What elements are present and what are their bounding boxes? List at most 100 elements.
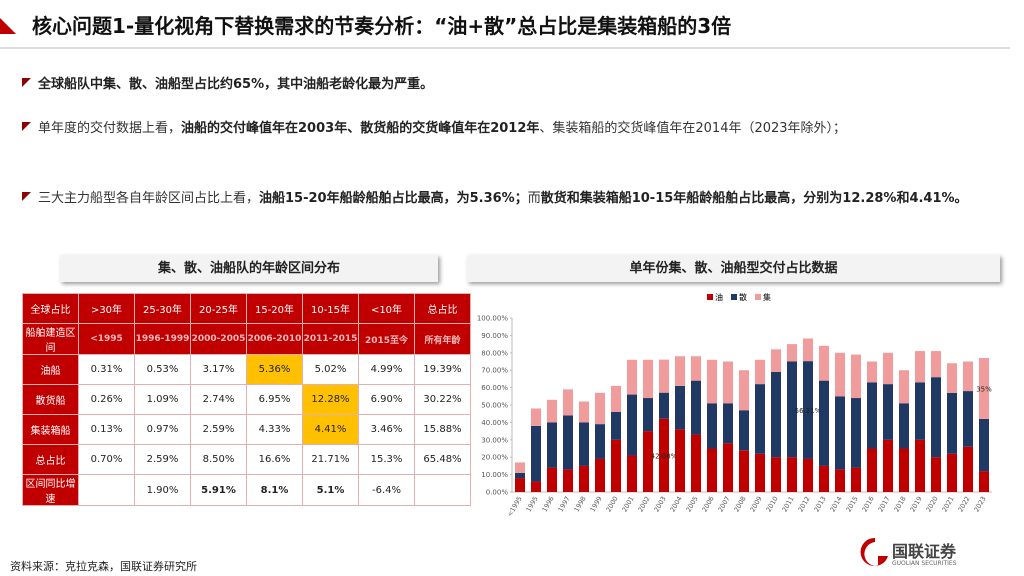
bar-segment (803, 338, 813, 362)
bar-segment (595, 458, 605, 492)
table-title: 集、散、油船队的年龄区间分布 (60, 255, 438, 282)
x-tick-label: 2011 (781, 495, 796, 513)
bar-segment (723, 403, 733, 444)
header-cell: 10-15年 (302, 293, 359, 324)
header-cell: >30年 (78, 293, 135, 324)
table: 全球占比 >30年 25-30年 20-25年 15-20年 10-15年 <10年 总占比船… (22, 293, 471, 506)
bullet-text: 油船15-20年船龄船舶占比最高，为5.36%； (259, 191, 528, 206)
bar-segment (595, 424, 605, 459)
bar-segment (611, 411, 621, 440)
bar-segment (771, 349, 781, 372)
table-cell: 12.28% (302, 384, 359, 415)
bar-segment (643, 431, 653, 492)
bar-segment (531, 408, 541, 426)
bar-segment (979, 471, 989, 492)
bar-segment (547, 422, 557, 468)
x-tick-label: 2004 (669, 495, 684, 513)
bar-segment (515, 472, 525, 479)
table-cell: 2.74% (190, 384, 247, 415)
header-cell: 25-30年 (134, 293, 191, 324)
x-tick-label: 1996 (541, 495, 556, 513)
subheader-cell: 2006-2010 (246, 323, 303, 355)
bar-segment (867, 448, 877, 492)
bar-segment (659, 418, 669, 492)
bar-segment (723, 361, 733, 404)
bar-segment (563, 389, 573, 416)
bar-segment (547, 399, 557, 423)
y-tick-label: 60.00% (481, 384, 508, 392)
bar-segment (627, 394, 637, 456)
y-tick-label: 90.00% (481, 332, 508, 340)
x-tick-label: 2020 (925, 495, 940, 513)
bar-segment (579, 401, 589, 423)
bar-segment (947, 392, 957, 454)
bar-segment (851, 398, 861, 468)
table-cell: 8.1% (246, 474, 303, 506)
row-label: 总占比 (22, 444, 79, 475)
bar-segment (787, 361, 797, 458)
bar-segment (547, 467, 557, 492)
bar-segment (899, 370, 909, 404)
y-tick-label: 100.00% (477, 315, 508, 323)
y-tick-label: 20.00% (481, 454, 508, 462)
bar-segment (611, 439, 621, 492)
table-cell: -6.4% (358, 474, 415, 506)
bar-segment (643, 359, 653, 399)
table-cell (78, 474, 135, 506)
bar-segment (707, 359, 717, 404)
bar-segment (979, 358, 989, 419)
table-cell: 16.6% (246, 444, 303, 475)
x-tick-label: 2019 (909, 495, 924, 513)
table-cell: 1.09% (134, 384, 191, 415)
bar-segment (755, 359, 765, 385)
table-cell: 0.70% (78, 444, 135, 475)
x-tick-label: 2013 (813, 495, 828, 513)
bar-segment (931, 377, 941, 458)
table-cell: 0.26% (78, 384, 135, 415)
table-cell: 5.91% (190, 474, 247, 506)
legend-swatch (755, 294, 761, 300)
bullet-text: 单年度的交付数据上看， (38, 121, 182, 136)
bar-segment (803, 458, 813, 492)
bullet-text: 散货和集装箱船10-15年船龄船舶占比最高，分别为12.28%和4.41%。 (540, 191, 968, 206)
bar-segment (675, 385, 685, 430)
logo-sub: GUOLIAN SECURITIES (892, 560, 957, 567)
table-cell: 0.31% (78, 354, 135, 385)
bar-segment (835, 469, 845, 492)
bar-segment (899, 448, 909, 492)
table-row: 总占比 0.70% 2.59% 8.50% 16.6% 21.71% 15.3% 65.48% (22, 444, 471, 475)
table-cell: 3.17% (190, 354, 247, 385)
table-row: 油船 0.31% 0.53% 3.17% 5.36% 5.02% 4.99% 19.39% (22, 354, 471, 385)
row-label: 区间同比增速 (22, 474, 79, 506)
x-tick-label: 1997 (557, 495, 572, 513)
y-tick-label: 40.00% (481, 419, 508, 427)
x-tick-label: 2009 (749, 495, 764, 513)
bar-segment (627, 359, 637, 395)
header-row: 全球占比 >30年 25-30年 20-25年 15-20年 10-15年 <10年 总占比 (22, 293, 471, 324)
bar-segment (915, 351, 925, 383)
table-cell: 0.13% (78, 414, 135, 445)
bar-segment (643, 398, 653, 432)
logo-name: 国联证券 (892, 542, 957, 561)
y-tick-label: 80.00% (481, 349, 508, 357)
bar-segment (915, 439, 925, 492)
table-cell (414, 474, 471, 506)
table-cell: 8.50% (190, 444, 247, 475)
bullet: 全球船队中集、散、油船型占比约65%，其中油船老龄化最为严重。 (22, 70, 968, 99)
bar-segment (771, 371, 781, 458)
x-tick-label: 2000 (605, 495, 620, 513)
value-label: 56.21% (795, 407, 822, 415)
source: 资料来源：克拉克森，国联证券研究所 (10, 560, 197, 573)
bar-segment (691, 434, 701, 492)
bullet-text: 全球船队中集、散、油船型占比约65%，其中油船老龄化最为严重。 (38, 77, 434, 92)
bullet-text: 而 (527, 191, 541, 206)
table-row: 散货船 0.26% 1.09% 2.74% 6.95% 12.28% 6.90% 30.22% (22, 384, 471, 415)
table-cell: 5.36% (246, 354, 303, 385)
bar-segment (819, 345, 829, 381)
x-tick-label: <1995 (506, 495, 524, 518)
table-cell: 19.39% (414, 354, 471, 385)
table-cell: 1.90% (134, 474, 191, 506)
bullet-text: 、集装箱船的交货峰值年在2014年（2023年除外）； (539, 121, 847, 136)
bar-segment (707, 403, 717, 449)
